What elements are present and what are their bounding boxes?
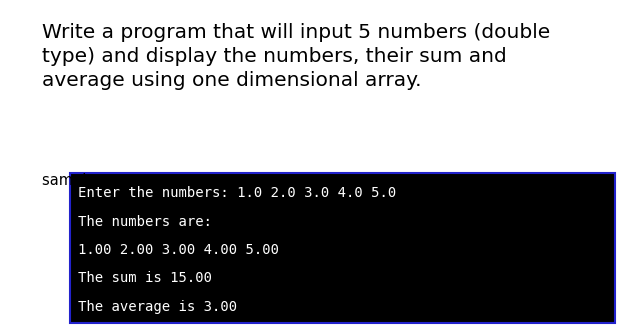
FancyBboxPatch shape: [70, 173, 615, 323]
Text: The sum is 15.00: The sum is 15.00: [78, 271, 211, 285]
Text: 1.00 2.00 3.00 4.00 5.00: 1.00 2.00 3.00 4.00 5.00: [78, 243, 279, 257]
Text: The numbers are:: The numbers are:: [78, 215, 211, 229]
Text: The average is 3.00: The average is 3.00: [78, 300, 237, 314]
Text: Enter the numbers: 1.0 2.0 3.0 4.0 5.0: Enter the numbers: 1.0 2.0 3.0 4.0 5.0: [78, 186, 396, 200]
Text: Write a program that will input 5 numbers (double
type) and display the numbers,: Write a program that will input 5 number…: [42, 23, 550, 91]
Text: sample run:: sample run:: [42, 173, 130, 188]
